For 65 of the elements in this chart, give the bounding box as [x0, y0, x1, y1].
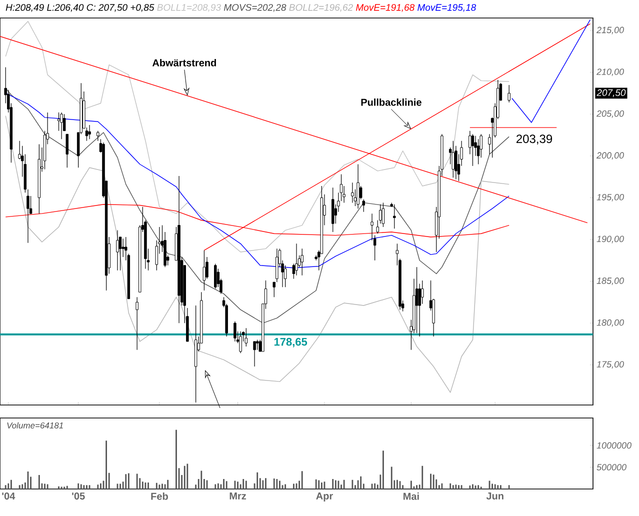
candlestick	[26, 189, 30, 244]
candlestick	[356, 164, 360, 209]
candlestick	[256, 339, 259, 350]
x-tick-label: Apr	[316, 492, 333, 502]
y-tick-label: 195,00	[596, 194, 624, 202]
ref-line-label: 178,65	[274, 338, 308, 348]
y-tick-label: 205,00	[596, 110, 624, 118]
y-tick-label: 190,00	[596, 236, 624, 244]
text: BOLL1=208,93	[157, 4, 221, 12]
candlestick	[96, 130, 100, 142]
x-tick-label: '05	[72, 492, 85, 500]
text: BOLL2=196,62	[289, 4, 353, 12]
y-tick-label: 1000000	[596, 442, 632, 449]
candlestick	[276, 248, 278, 282]
line-series	[5, 88, 510, 324]
candlestick	[508, 84, 510, 103]
candlestick	[421, 280, 424, 304]
candlestick	[376, 220, 379, 234]
text: MovE=195,18	[418, 4, 476, 12]
y-tick-label: 500000	[596, 464, 626, 470]
candlestick	[244, 328, 248, 347]
candlestick	[362, 199, 366, 212]
annotation: 203,39	[516, 134, 552, 145]
candlestick	[300, 248, 304, 276]
y-tick-label: 200,00	[596, 152, 624, 160]
annotation: 207,50	[596, 89, 626, 98]
candlestick	[471, 134, 474, 166]
y-tick-label: 210,00	[596, 68, 624, 76]
candlestick	[393, 204, 396, 229]
line-series	[5, 115, 510, 393]
candlestick	[214, 263, 217, 290]
line-series	[5, 20, 510, 252]
y-tick-label: 215,00	[596, 26, 624, 34]
annotation: Pullbacklinie	[361, 98, 422, 106]
candlestick	[202, 250, 206, 291]
candlestick	[122, 238, 124, 258]
candlestick	[66, 134, 69, 168]
candlestick	[272, 282, 276, 298]
candlestick	[88, 124, 91, 140]
x-tick-label: Mrz	[230, 492, 246, 500]
x-tick-label: Jun	[486, 492, 504, 500]
x-tick-label: Feb	[151, 492, 168, 500]
candlestick	[234, 321, 236, 342]
chart-title: Volume=64181	[7, 422, 63, 428]
y-tick-label: 175,00	[596, 361, 624, 369]
y-tick-label: 180,00	[596, 319, 624, 327]
annotation: Abwärtstrend	[152, 59, 216, 66]
text: MOVS=202,28	[224, 4, 286, 12]
candlestick	[239, 331, 242, 354]
candlestick	[418, 283, 421, 337]
candlestick	[116, 230, 119, 271]
candlestick	[382, 202, 385, 228]
candlestick	[415, 266, 418, 334]
chart-title: H:208,49 L:206,40 C: 207,50 +0,85	[6, 4, 154, 12]
candlestick	[136, 296, 138, 350]
y-tick-label: 185,00	[596, 278, 624, 285]
candlestick	[351, 182, 354, 204]
x-tick-label: '04	[2, 492, 16, 500]
candlestick	[253, 341, 256, 367]
x-tick-label: Mai	[404, 492, 419, 500]
text: MovE=191,68	[356, 4, 415, 12]
candlestick	[452, 140, 455, 178]
candlestick	[295, 243, 298, 276]
candlestick	[379, 204, 382, 224]
candlestick	[60, 112, 63, 140]
